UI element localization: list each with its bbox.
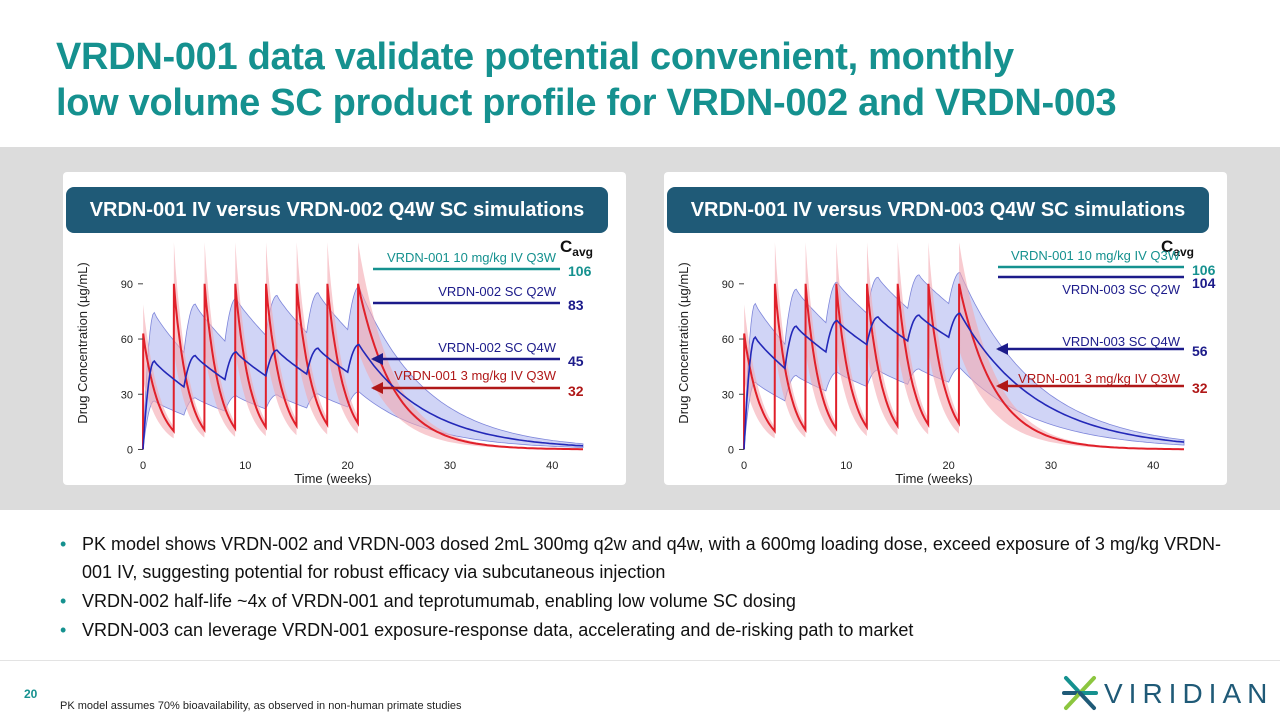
page-number: 20 <box>24 687 38 701</box>
key-point-text: VRDN-003 can leverage VRDN-001 exposure-… <box>82 620 914 640</box>
logo-wordmark: VIRIDIAN <box>1104 678 1274 709</box>
y-tick-label: 0 <box>728 444 734 456</box>
series-label: VRDN-002 SC Q2W <box>438 284 556 299</box>
x-tick-label: 40 <box>546 460 558 472</box>
y-tick-label: 0 <box>127 444 133 456</box>
chart-vrdn-002: 0 30 60 90 0 10 20 30 40 Time (weeks) Drug Concent… <box>75 237 593 485</box>
arrow-head-icon <box>371 382 383 394</box>
y-axis-label: Drug Concentration (µg/mL) <box>75 262 90 423</box>
sc-median-line <box>743 312 1185 450</box>
footer-divider <box>0 660 1280 661</box>
cavg-header: Cavg <box>1161 237 1194 259</box>
key-point: • VRDN-003 can leverage VRDN-001 exposure… <box>60 616 1240 644</box>
footnote: PK model assumes 70% bioavailability, as… <box>60 700 462 712</box>
title-line-1: VRDN-001 data validate potential conveni… <box>56 36 1014 78</box>
cavg-value: 106 <box>568 263 592 279</box>
x-tick-label: 0 <box>741 460 747 472</box>
cavg-value: 32 <box>1192 380 1208 396</box>
cavg-value: 32 <box>568 383 584 399</box>
key-point-text: PK model shows VRDN-002 and VRDN-003 dos… <box>82 534 1221 582</box>
x-tick-label: 10 <box>840 460 852 472</box>
x-tick-label: 0 <box>140 460 146 472</box>
cavg-value: 83 <box>568 297 584 313</box>
iv-median-line <box>142 283 583 451</box>
iv-median-line <box>743 283 1184 451</box>
chart-panel-vrdn-003: VRDN-001 IV versus VRDN-003 Q4W SC simul… <box>664 172 1227 485</box>
chart-panel-title: VRDN-001 IV versus VRDN-003 Q4W SC simul… <box>667 187 1209 233</box>
y-tick-label: 30 <box>121 389 133 401</box>
cavg-value: 45 <box>568 353 584 369</box>
y-axis-label: Drug Concentration (µg/mL) <box>676 262 691 423</box>
y-tick-label: 90 <box>121 279 133 291</box>
series-label: VRDN-001 10 mg/kg IV Q3W <box>387 250 557 265</box>
x-tick-label: 30 <box>444 460 456 472</box>
sc-median-line <box>142 343 584 450</box>
x-tick-label: 30 <box>1045 460 1057 472</box>
series-label: VRDN-001 10 mg/kg IV Q3W <box>1011 248 1181 263</box>
series-label: VRDN-001 3 mg/kg IV Q3W <box>1018 371 1181 386</box>
key-point: • PK model shows VRDN-002 and VRDN-003 do… <box>60 530 1240 586</box>
x-tick-label: 20 <box>943 460 955 472</box>
arrow-head-icon <box>371 353 383 365</box>
x-axis-label: Time (weeks) <box>294 471 372 485</box>
series-label: VRDN-003 SC Q4W <box>1062 334 1180 349</box>
y-tick-label: 30 <box>722 389 734 401</box>
key-point-text: VRDN-002 half-life ~4x of VRDN-001 and t… <box>82 591 796 611</box>
y-tick-label: 60 <box>722 334 734 346</box>
x-axis-label: Time (weeks) <box>895 471 973 485</box>
x-tick-label: 40 <box>1147 460 1159 472</box>
series-label: VRDN-001 3 mg/kg IV Q3W <box>394 368 557 383</box>
page-title: VRDN-001 data validate potential conveni… <box>56 34 1236 126</box>
bullet-icon: • <box>60 591 67 611</box>
cavg-value: 104 <box>1192 275 1216 291</box>
bullet-icon: • <box>60 620 67 640</box>
arrow-head-icon <box>996 380 1008 392</box>
series-label: VRDN-002 SC Q4W <box>438 340 556 355</box>
x-tick-label: 10 <box>239 460 251 472</box>
title-line-2: low volume SC product profile for VRDN-0… <box>56 82 1117 124</box>
viridian-mark-icon <box>1062 676 1098 710</box>
key-point: • VRDN-002 half-life ~4x of VRDN-001 and … <box>60 587 1240 615</box>
viridian-logo: VIRIDIAN <box>1058 672 1268 714</box>
arrow-head-icon <box>996 343 1008 355</box>
chart-panel-vrdn-002: VRDN-001 IV versus VRDN-002 Q4W SC simul… <box>63 172 626 485</box>
bullet-icon: • <box>60 534 67 554</box>
cavg-header: Cavg <box>560 237 593 259</box>
cavg-value: 106 <box>1192 262 1216 278</box>
chart-panel-title: VRDN-001 IV versus VRDN-002 Q4W SC simul… <box>66 187 608 233</box>
x-tick-label: 20 <box>342 460 354 472</box>
key-points-list: • PK model shows VRDN-002 and VRDN-003 do… <box>60 530 1240 645</box>
chart-vrdn-003: 0 30 60 90 0 10 20 30 40 Time (weeks) Drug Concent… <box>676 237 1216 485</box>
y-tick-label: 90 <box>722 279 734 291</box>
y-tick-label: 60 <box>121 334 133 346</box>
series-label: VRDN-003 SC Q2W <box>1062 282 1180 297</box>
cavg-value: 56 <box>1192 343 1208 359</box>
